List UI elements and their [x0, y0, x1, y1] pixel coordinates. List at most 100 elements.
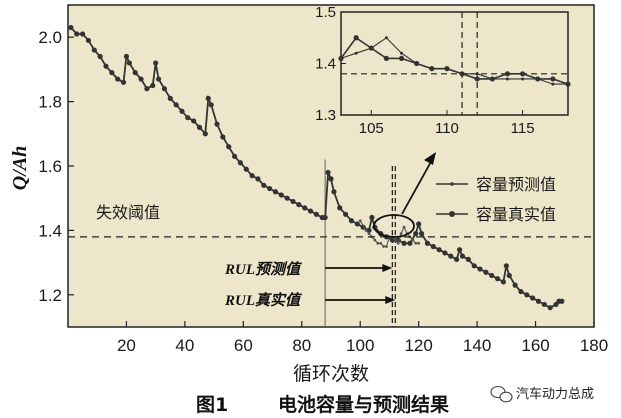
actual-point: [559, 298, 565, 304]
actual-point: [208, 102, 214, 108]
zoom-ellipse: [373, 214, 415, 238]
actual-point: [196, 124, 203, 130]
inset-predicted-point: [460, 72, 464, 76]
rul-actual-label: RUL真实值: [224, 291, 303, 309]
legend-actual-text: 容量真实值: [476, 205, 556, 224]
actual-point: [103, 63, 109, 69]
actual-point: [267, 185, 273, 192]
predicted-point: [417, 241, 421, 245]
actual-point: [459, 253, 466, 259]
predicted-point: [373, 238, 377, 242]
actual-point: [115, 76, 121, 82]
actual-point: [155, 76, 162, 82]
inset-y-tick-label: 1.5: [315, 4, 336, 21]
actual-point: [489, 272, 495, 279]
predicted-point: [367, 232, 371, 236]
inset-actual-point: [550, 76, 556, 82]
inset-predicted-point: [354, 51, 358, 55]
inset-predicted-line: [340, 37, 568, 85]
actual-point: [524, 292, 530, 298]
predicted-point: [379, 241, 383, 245]
rul-actual-arrow-head: [385, 296, 396, 304]
actual-point: [85, 37, 92, 44]
legend-predicted-text: 容量预测值: [476, 175, 556, 194]
actual-point: [185, 115, 191, 121]
actual-point: [74, 31, 80, 37]
actual-point: [348, 218, 355, 224]
inset-x-tick-label: 110: [435, 120, 459, 137]
y-tick-label: 1.2: [38, 286, 62, 305]
actual-point: [231, 153, 238, 159]
actual-point: [296, 202, 302, 208]
inset-actual-point: [353, 35, 359, 41]
actual-point: [483, 269, 489, 275]
actual-point: [126, 60, 132, 66]
y-tick-label: 2.0: [38, 28, 62, 47]
actual-point: [518, 288, 524, 295]
inset-predicted-point: [400, 51, 404, 55]
inset-predicted-point: [551, 82, 555, 86]
rul-predicted-arrow-head: [382, 264, 393, 272]
rul-predicted-label: RUL预测值: [224, 261, 303, 278]
x-tick-label: 120: [404, 336, 432, 355]
actual-point: [307, 208, 314, 214]
actual-point: [471, 263, 477, 269]
actual-point: [272, 189, 279, 195]
actual-point: [331, 189, 337, 195]
x-tick-label: 40: [175, 336, 194, 355]
actual-point: [173, 102, 179, 108]
x-tick-label: 80: [292, 336, 311, 355]
actual-point: [202, 131, 208, 137]
inset-predicted-point: [445, 67, 449, 71]
predicted-point: [411, 238, 415, 242]
actual-point: [328, 176, 334, 182]
actual-point: [442, 250, 448, 256]
actual-point: [226, 144, 232, 150]
actual-point: [407, 240, 413, 246]
actual-point: [430, 243, 436, 250]
actual-point: [541, 301, 547, 308]
actual-point: [214, 121, 220, 127]
inset-actual-point: [398, 55, 405, 61]
actual-point: [80, 31, 86, 37]
actual-point: [302, 205, 308, 211]
actual-point: [205, 95, 211, 101]
actual-point: [454, 256, 460, 262]
x-tick-label: 100: [346, 336, 374, 355]
predicted-point: [399, 232, 403, 236]
figure-title: 电池容量与预测结果: [278, 393, 449, 416]
actual-point: [424, 240, 431, 246]
inset-predicted-point: [384, 36, 388, 40]
inset-predicted-point: [505, 77, 509, 81]
actual-point: [220, 134, 226, 140]
predicted-point: [402, 225, 406, 229]
actual-point: [153, 60, 159, 66]
predicted-point: [358, 219, 362, 223]
actual-point: [237, 160, 244, 166]
actual-point: [278, 192, 284, 198]
x-tick-label: 160: [521, 336, 549, 355]
actual-point: [167, 95, 173, 101]
actual-point: [144, 86, 150, 92]
inset-y-tick-label: 1.4: [315, 56, 336, 73]
actual-point: [322, 214, 328, 221]
inset-x-tick-label: 115: [511, 120, 535, 137]
actual-point: [290, 198, 296, 205]
legend-actual-marker: [449, 211, 455, 217]
predicted-point: [393, 238, 397, 242]
inset-actual-point: [474, 76, 480, 82]
y-tick-label: 1.6: [38, 157, 62, 176]
actual-point: [325, 169, 331, 176]
inset-predicted-point: [339, 56, 343, 60]
actual-point: [494, 276, 501, 282]
actual-point: [191, 118, 197, 124]
x-tick-label: 60: [234, 336, 253, 355]
actual-point: [456, 247, 463, 253]
actual-point: [150, 82, 156, 89]
actual-point: [448, 253, 454, 259]
actual-point: [255, 176, 261, 182]
actual-point: [416, 221, 422, 227]
y-axis-label: Q/Ah: [9, 146, 31, 190]
actual-point: [436, 247, 442, 253]
inset-actual-point: [520, 71, 526, 77]
